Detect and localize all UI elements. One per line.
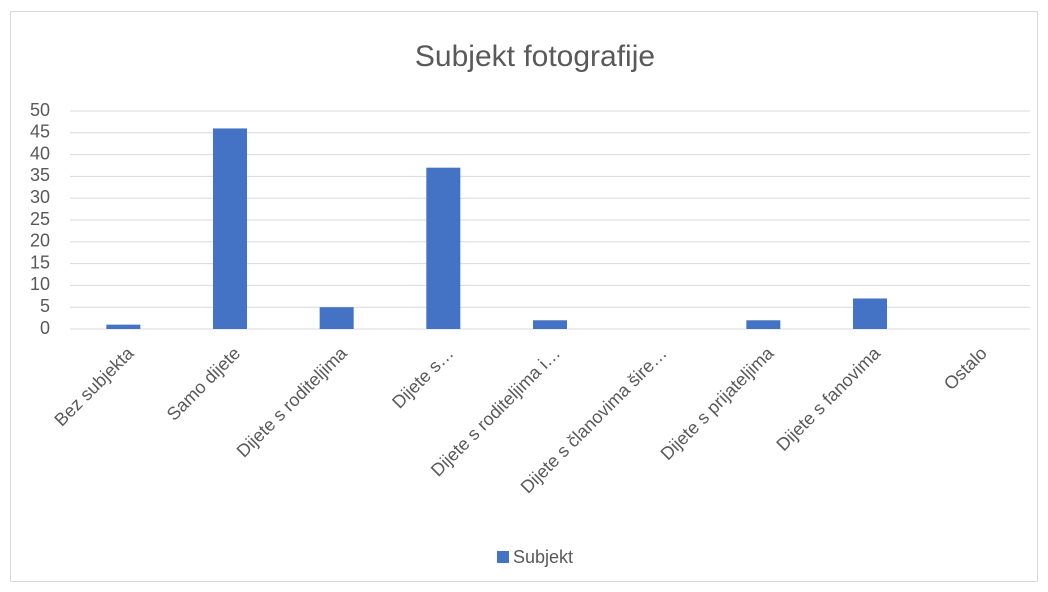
chart-border	[10, 11, 1038, 582]
bar	[746, 320, 781, 329]
bar	[319, 307, 354, 329]
legend-swatch	[497, 551, 509, 563]
y-tick-label: 50	[30, 100, 50, 120]
bar	[853, 298, 887, 329]
y-tick-label: 45	[30, 122, 50, 142]
y-tick-label: 30	[30, 187, 50, 207]
chart-title: Subjekt fotografije	[415, 40, 655, 73]
bar	[213, 128, 247, 329]
y-tick-label: 5	[40, 296, 50, 316]
y-tick-label: 15	[30, 252, 50, 272]
bar	[426, 167, 461, 329]
y-tick-label: 40	[30, 143, 50, 163]
y-tick-label: 10	[30, 274, 50, 294]
y-tick-label: 0	[40, 318, 50, 338]
y-tick-label: 35	[30, 165, 50, 185]
bar	[106, 324, 141, 329]
y-tick-label: 25	[30, 209, 50, 229]
y-tick-label: 20	[30, 231, 50, 251]
legend-label: Subjekt	[513, 547, 573, 567]
bar	[533, 320, 567, 329]
